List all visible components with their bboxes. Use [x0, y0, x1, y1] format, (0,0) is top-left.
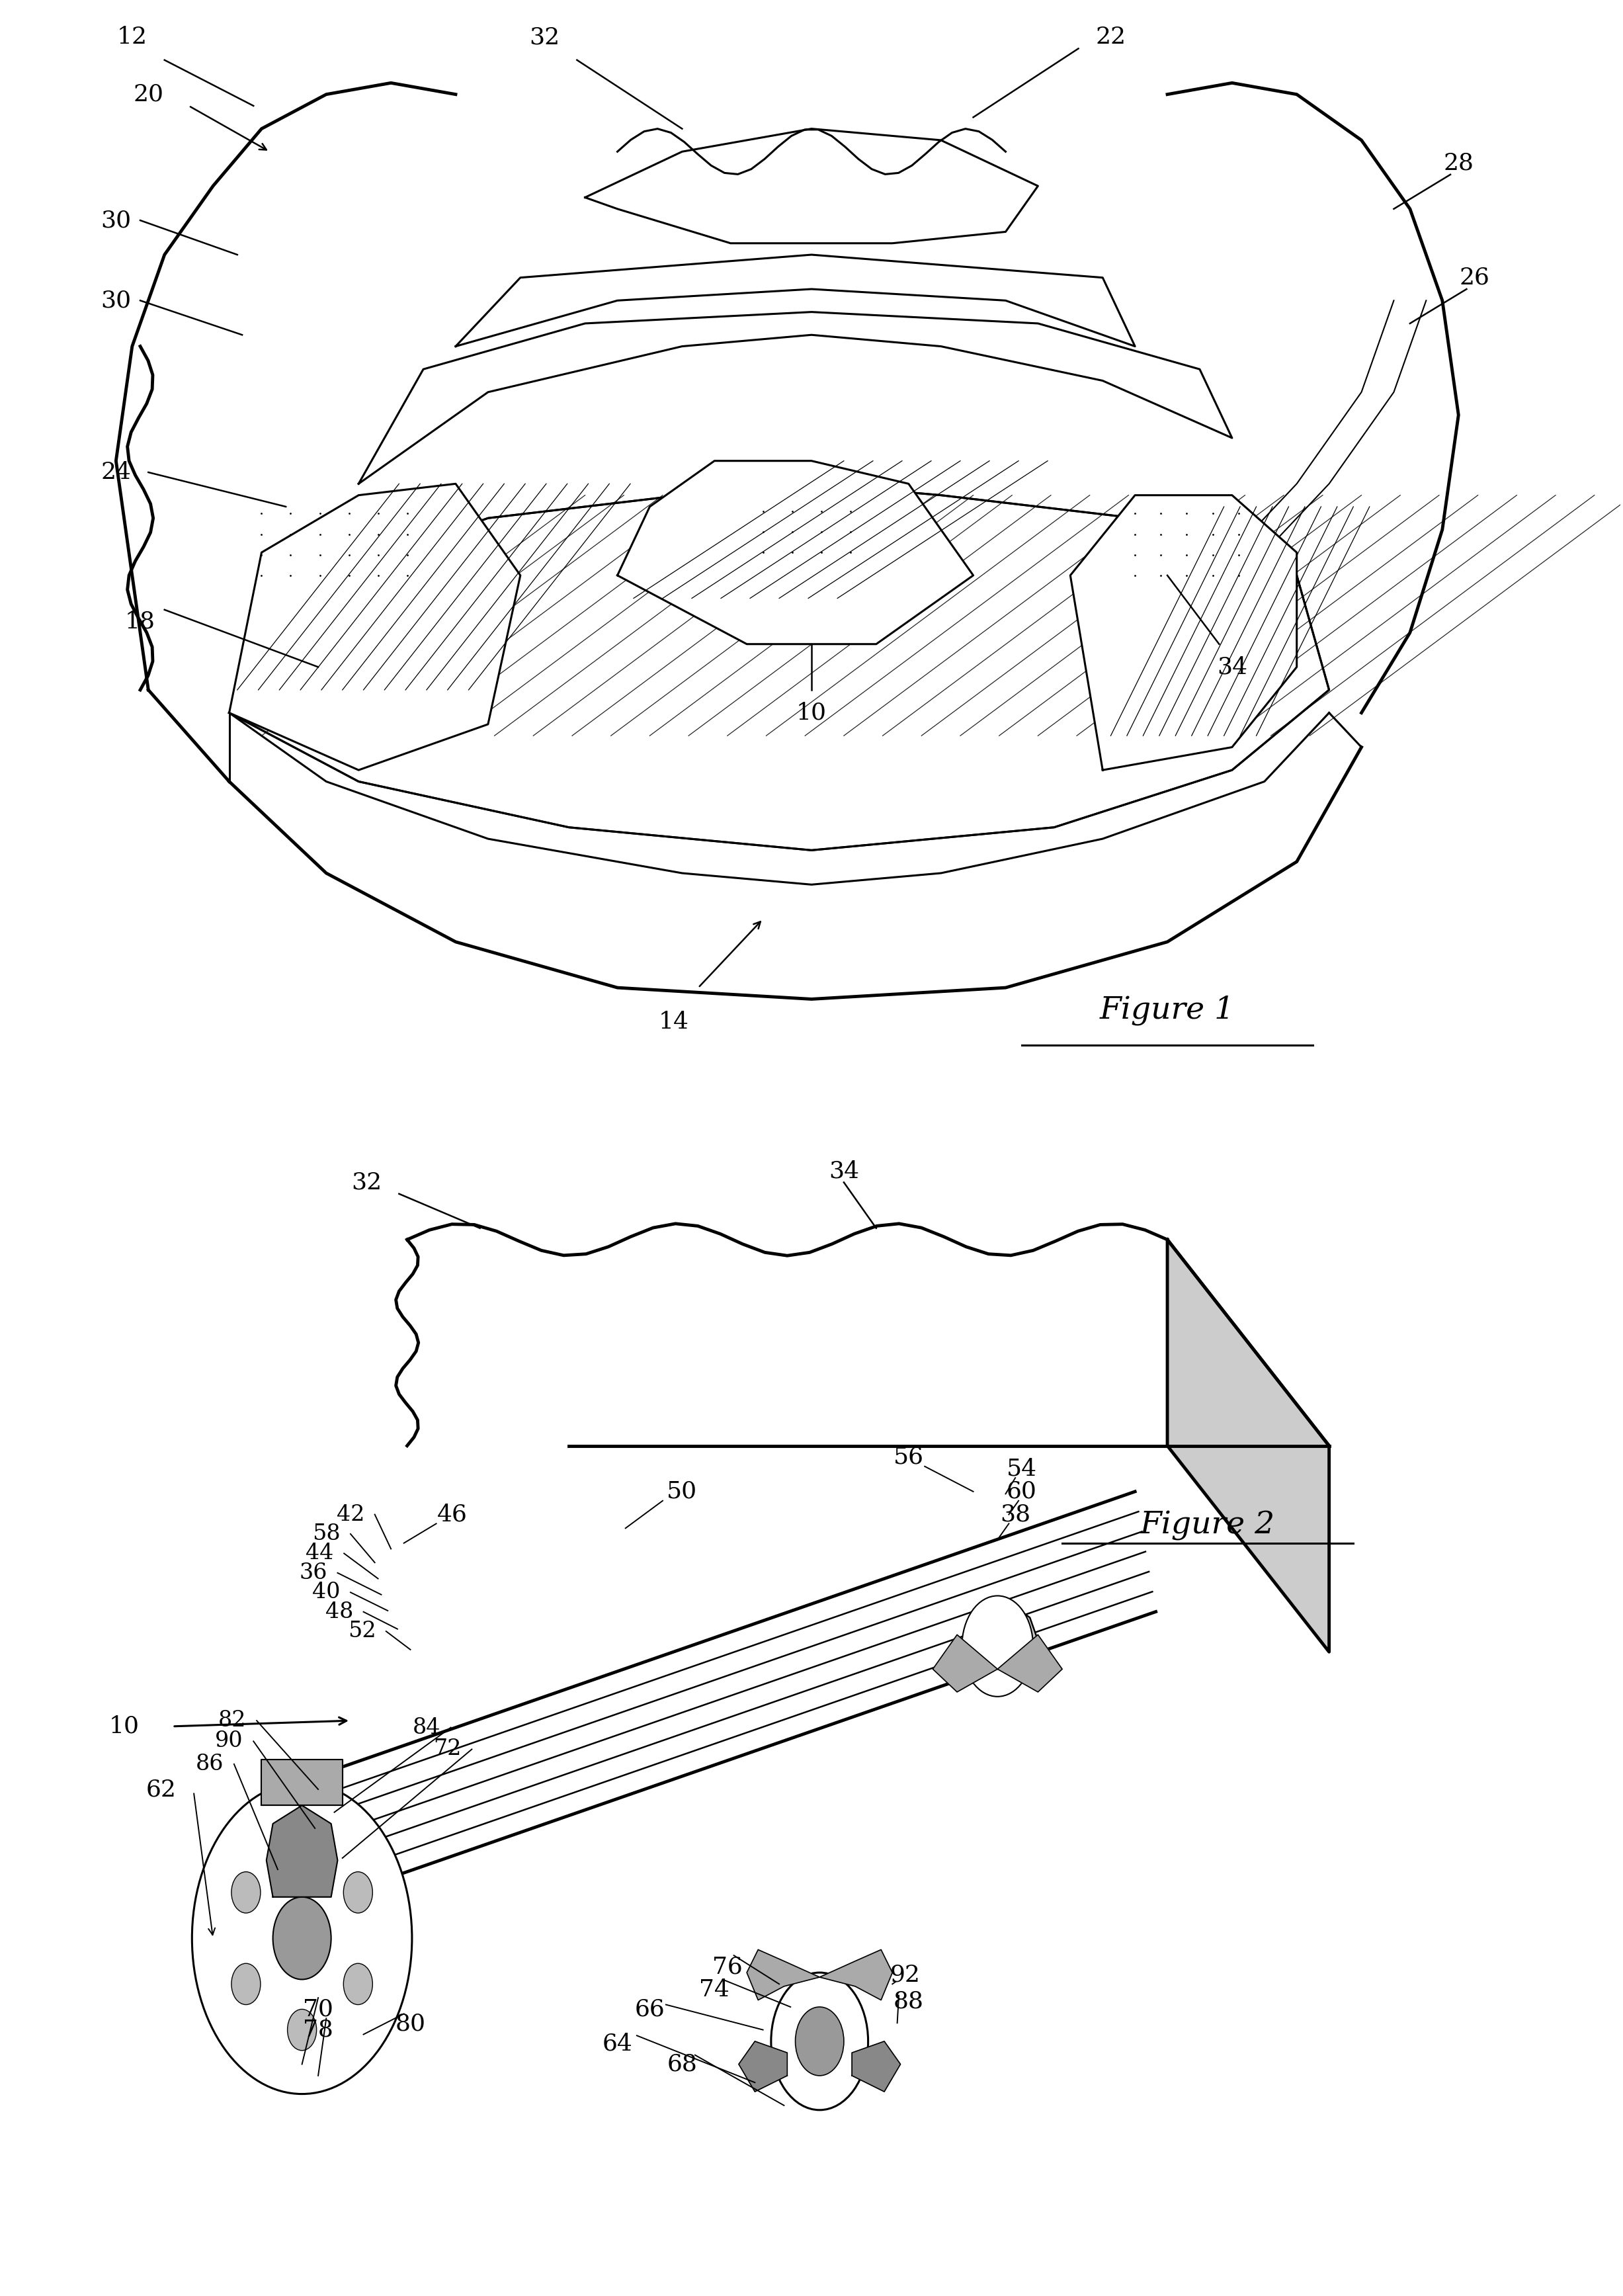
Text: 74: 74: [700, 1979, 730, 2002]
Polygon shape: [456, 255, 1134, 347]
Text: 82: 82: [219, 1711, 247, 1731]
Polygon shape: [747, 1949, 820, 2000]
Circle shape: [273, 1896, 331, 1979]
Text: 70: 70: [304, 1998, 333, 2020]
Text: 46: 46: [437, 1504, 467, 1527]
Text: 44: 44: [305, 1543, 334, 1564]
Text: 30: 30: [101, 209, 131, 232]
Text: 18: 18: [125, 611, 156, 631]
Polygon shape: [266, 1805, 338, 1896]
Text: 34: 34: [829, 1159, 859, 1182]
Polygon shape: [407, 1240, 1329, 1446]
Text: 22: 22: [1096, 25, 1126, 48]
Polygon shape: [617, 461, 974, 645]
Text: Figure 1: Figure 1: [1100, 996, 1235, 1026]
Text: 12: 12: [117, 25, 148, 48]
Circle shape: [192, 1782, 412, 2094]
Text: 26: 26: [1459, 266, 1490, 289]
Circle shape: [771, 1972, 868, 2110]
Text: 14: 14: [659, 1010, 690, 1033]
Text: 76: 76: [712, 1956, 742, 1979]
Circle shape: [232, 1871, 261, 1913]
Text: 36: 36: [299, 1561, 328, 1584]
Text: 84: 84: [412, 1717, 440, 1738]
Text: 42: 42: [336, 1504, 365, 1525]
Circle shape: [344, 1963, 373, 2004]
Polygon shape: [966, 1600, 1039, 1658]
Text: 60: 60: [1006, 1481, 1037, 1504]
Polygon shape: [1070, 496, 1297, 769]
Polygon shape: [998, 1635, 1061, 1692]
Polygon shape: [229, 484, 1329, 850]
Circle shape: [962, 1596, 1034, 1697]
Text: 34: 34: [1217, 657, 1248, 677]
Polygon shape: [1167, 1240, 1329, 1651]
Text: 88: 88: [893, 1991, 923, 2014]
Circle shape: [287, 1825, 316, 1867]
Text: 20: 20: [133, 83, 164, 106]
Text: 78: 78: [304, 2018, 333, 2041]
Text: 50: 50: [667, 1481, 698, 1504]
Text: 68: 68: [667, 2053, 698, 2076]
Text: 40: 40: [312, 1582, 341, 1603]
Circle shape: [232, 1963, 261, 2004]
Text: 32: 32: [529, 25, 560, 48]
Circle shape: [795, 2007, 844, 2076]
Text: 80: 80: [394, 2014, 425, 2034]
Text: 10: 10: [797, 703, 826, 723]
Text: 62: 62: [146, 1777, 177, 1800]
Polygon shape: [820, 1949, 893, 2000]
Polygon shape: [261, 1759, 342, 1805]
Text: 28: 28: [1443, 152, 1474, 174]
Polygon shape: [933, 1635, 998, 1692]
Circle shape: [287, 2009, 316, 2050]
Text: 90: 90: [216, 1731, 243, 1752]
Text: 52: 52: [347, 1621, 377, 1642]
Text: 32: 32: [352, 1171, 381, 1194]
Polygon shape: [852, 2041, 901, 2092]
Text: 86: 86: [196, 1754, 224, 1775]
Text: 48: 48: [325, 1600, 354, 1623]
Text: 66: 66: [635, 1998, 665, 2020]
Text: 54: 54: [1006, 1458, 1037, 1481]
Circle shape: [344, 1871, 373, 1913]
Polygon shape: [584, 129, 1039, 243]
Text: 58: 58: [312, 1522, 341, 1545]
Polygon shape: [359, 312, 1232, 484]
Text: 24: 24: [101, 461, 131, 484]
Text: 64: 64: [602, 2032, 633, 2055]
Polygon shape: [229, 484, 521, 769]
Text: 92: 92: [889, 1963, 920, 1986]
Text: 30: 30: [101, 289, 131, 312]
Text: 72: 72: [433, 1738, 461, 1759]
Text: 38: 38: [1000, 1504, 1031, 1527]
Text: Figure 2: Figure 2: [1141, 1511, 1276, 1541]
Text: 10: 10: [109, 1715, 140, 1738]
Polygon shape: [738, 2041, 787, 2092]
Text: 56: 56: [893, 1446, 923, 1469]
